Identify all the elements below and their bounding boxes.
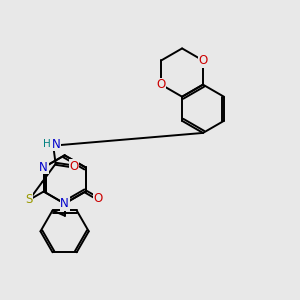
Text: O: O <box>157 78 166 91</box>
Text: H: H <box>43 139 51 149</box>
Text: O: O <box>198 54 208 67</box>
Text: S: S <box>26 194 33 206</box>
Text: O: O <box>93 192 103 205</box>
Text: N: N <box>39 161 48 174</box>
Text: O: O <box>70 160 79 173</box>
Text: N: N <box>60 197 69 210</box>
Text: N: N <box>52 138 61 151</box>
